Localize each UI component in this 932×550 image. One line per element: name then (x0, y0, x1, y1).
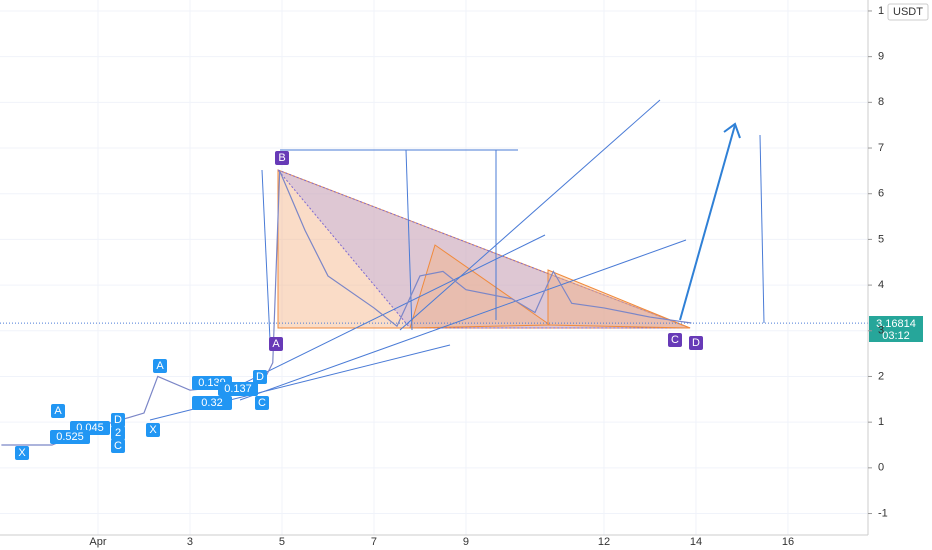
x-tick-label: 5 (279, 536, 285, 548)
pattern-label-box (51, 404, 65, 418)
pattern-label: C (114, 440, 122, 452)
y-tick-label: 0 (878, 462, 884, 474)
plot (0, 170, 868, 446)
pattern-label: 0.525 (56, 431, 84, 443)
pattern-label: D (114, 414, 122, 426)
pattern-label-box (153, 359, 167, 373)
pattern-label-box (111, 439, 125, 453)
pattern-label: A (54, 405, 62, 417)
x-tick-label: Apr (89, 536, 106, 548)
y-tick-label: 1 (878, 416, 884, 428)
grid (0, 0, 868, 535)
pattern-label: 2 (115, 427, 121, 439)
pattern-triangle (409, 244, 552, 329)
y-tick-label: 2 (878, 370, 884, 382)
y-tick-label: -1 (878, 507, 888, 519)
pattern-triangle (547, 269, 691, 329)
currency: USDT (893, 6, 923, 18)
pattern-label-box (111, 413, 125, 427)
y-tick-label: 6 (878, 188, 884, 200)
pattern-label: C (258, 397, 266, 409)
pattern-label: A (272, 338, 280, 350)
pattern-label: C (671, 334, 679, 346)
pattern-label: A (156, 360, 164, 372)
price-line (1, 170, 692, 446)
y-tick-label: 7 (878, 142, 884, 154)
pattern-triangle (276, 168, 691, 329)
pattern-label-box (218, 382, 258, 396)
x-tick-label: 3 (187, 536, 193, 548)
x-tick-label: 9 (463, 536, 469, 548)
pattern-label-box (253, 370, 267, 384)
x-tick-label: 12 (598, 536, 610, 548)
pattern-label: D (256, 371, 264, 383)
pattern-label: X (18, 447, 26, 459)
y-tick-label: 1 (878, 5, 884, 17)
pattern-label: X (149, 424, 157, 436)
pattern-label: 0.137 (224, 383, 252, 395)
x-tick-label: 7 (371, 536, 377, 548)
y-tick-label: 5 (878, 233, 884, 245)
price-box (869, 316, 923, 342)
last-price: 3.16814 (876, 318, 916, 330)
pattern-label: 0.32 (201, 397, 222, 409)
trend-lines (149, 99, 765, 421)
pattern-label-box (50, 430, 90, 444)
pattern-label: B (278, 152, 285, 164)
pattern-label-box (275, 151, 289, 165)
pattern-label-box (192, 396, 232, 410)
y-tick-label: 8 (878, 96, 884, 108)
pattern-label-box (269, 337, 283, 351)
pattern-label: D (692, 337, 700, 349)
pattern-label-box (255, 396, 269, 410)
pattern-label-box (15, 446, 29, 460)
pattern-label-box (111, 426, 125, 440)
countdown: 03:12 (882, 330, 910, 342)
currency-box (887, 3, 929, 21)
pattern-label-box (668, 333, 682, 347)
x-tick-label: 14 (690, 536, 702, 548)
x-tick-label: 16 (782, 536, 794, 548)
y-tick-label: 3 (878, 325, 884, 337)
y-tick-label: 9 (878, 51, 884, 63)
y-tick-label: 4 (878, 279, 884, 291)
pattern-label-box (146, 423, 160, 437)
pattern-label-box (689, 336, 703, 350)
